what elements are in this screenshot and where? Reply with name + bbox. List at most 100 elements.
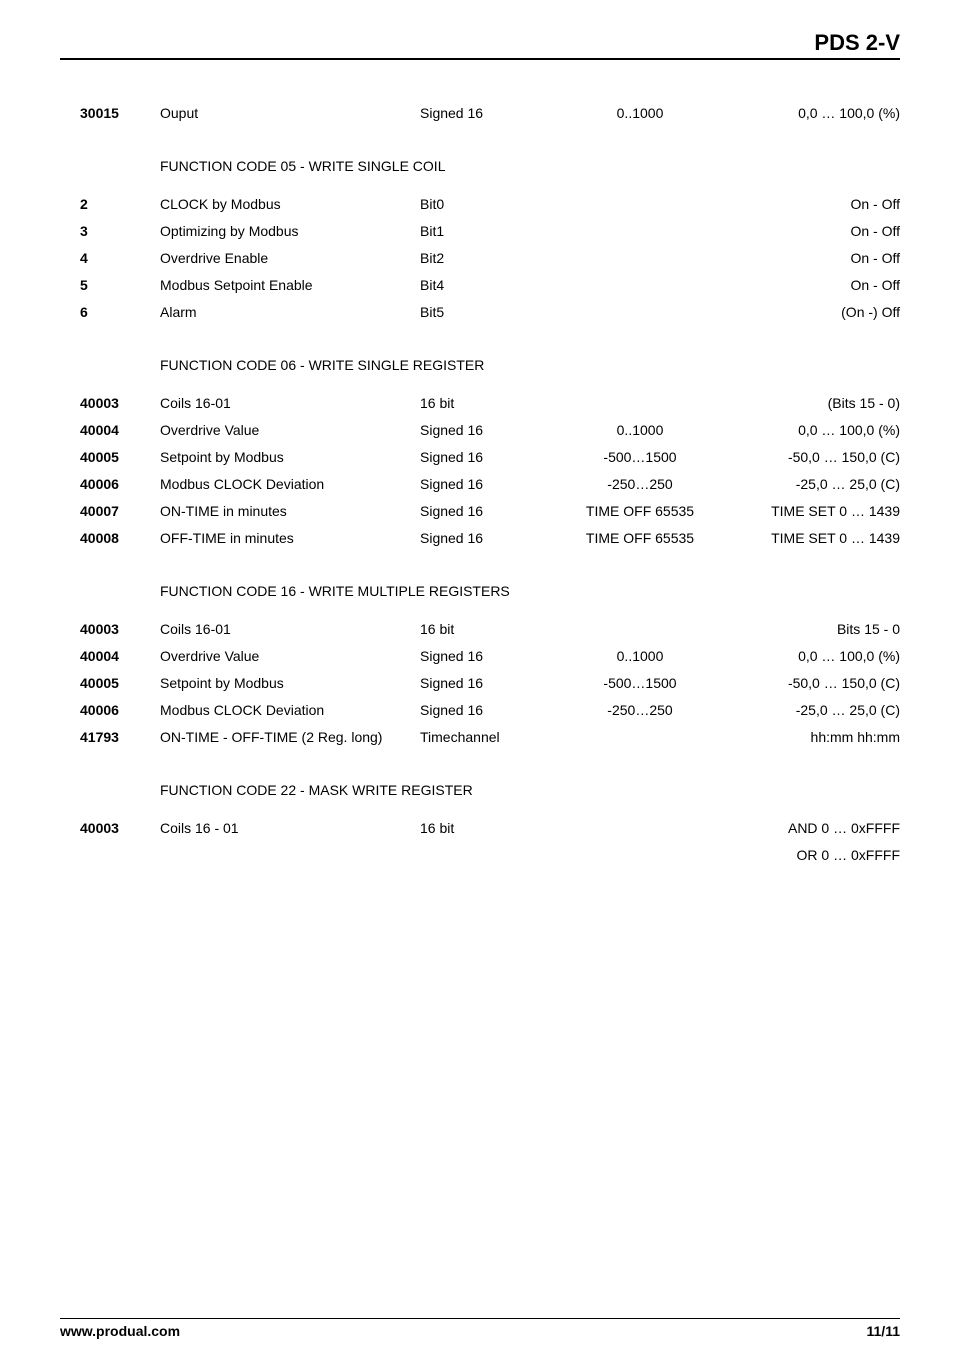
- cell-name: Coils 16 - 01: [160, 818, 420, 839]
- cell-range: [560, 845, 720, 866]
- cell-range: 0..1000: [560, 103, 720, 124]
- cell-range: -250…250: [560, 700, 720, 721]
- cell-address: 40004: [80, 646, 160, 667]
- cell-address: 2: [80, 194, 160, 215]
- table-row: 5Modbus Setpoint EnableBit4On - Off: [80, 272, 900, 299]
- cell-range: [560, 619, 720, 640]
- cell-range: [560, 818, 720, 839]
- cell-address: 40004: [80, 420, 160, 441]
- cell-address: [80, 845, 160, 866]
- table-row: 3Optimizing by ModbusBit1 On - Off: [80, 218, 900, 245]
- table-row: 40006Modbus CLOCK DeviationSigned 16-250…: [80, 471, 900, 498]
- section-header: FUNCTION CODE 22 - MASK WRITE REGISTER: [80, 779, 900, 801]
- cell-address: 40003: [80, 818, 160, 839]
- cell-range: [560, 194, 720, 215]
- cell-address: 4: [80, 248, 160, 269]
- cell-type: Signed 16: [420, 528, 560, 549]
- cell-type: Signed 16: [420, 103, 560, 124]
- cell-range: [560, 727, 720, 748]
- cell-type: Signed 16: [420, 474, 560, 495]
- table-row: 40005Setpoint by ModbusSigned 16-500…150…: [80, 444, 900, 471]
- cell-name: Setpoint by Modbus: [160, 673, 420, 694]
- cell-name: Modbus CLOCK Deviation: [160, 700, 420, 721]
- cell-desc: -50,0 … 150,0 (C): [720, 673, 900, 694]
- cell-name: Alarm: [160, 302, 420, 323]
- cell-range: -500…1500: [560, 447, 720, 468]
- cell-name: Setpoint by Modbus: [160, 447, 420, 468]
- page-footer: www.produal.com 11/11: [60, 1318, 900, 1339]
- content-body: 30015OuputSigned 160..10000,0 … 100,0 (%…: [80, 100, 900, 869]
- table-row: 40007ON-TIME in minutesSigned 16TIME OFF…: [80, 498, 900, 525]
- cell-type: Signed 16: [420, 700, 560, 721]
- table-row: 40006Modbus CLOCK DeviationSigned 16-250…: [80, 697, 900, 724]
- cell-type: Signed 16: [420, 501, 560, 522]
- cell-range: 0..1000: [560, 646, 720, 667]
- document-title: PDS 2-V: [60, 30, 900, 60]
- cell-desc: On - Off: [720, 194, 900, 215]
- cell-address: 40008: [80, 528, 160, 549]
- cell-type: 16 bit: [420, 818, 560, 839]
- cell-type: 16 bit: [420, 619, 560, 640]
- section-header: FUNCTION CODE 16 - WRITE MULTIPLE REGIST…: [80, 580, 900, 602]
- cell-name: Coils 16-01: [160, 619, 420, 640]
- cell-desc: On - Off: [720, 275, 900, 296]
- cell-desc: OR 0 … 0xFFFF: [720, 845, 900, 866]
- table-row: 40008OFF-TIME in minutesSigned 16TIME OF…: [80, 525, 900, 552]
- cell-type: Signed 16: [420, 447, 560, 468]
- cell-address: 30015: [80, 103, 160, 124]
- table-row: 40004Overdrive ValueSigned 160..10000,0 …: [80, 417, 900, 444]
- table-row: 4Overdrive EnableBit2On - Off: [80, 245, 900, 272]
- cell-address: 40003: [80, 393, 160, 414]
- cell-type: Signed 16: [420, 673, 560, 694]
- cell-name: Overdrive Value: [160, 420, 420, 441]
- section-header: FUNCTION CODE 05 - WRITE SINGLE COIL: [80, 155, 900, 177]
- table-row: OR 0 … 0xFFFF: [80, 842, 900, 869]
- cell-range: -250…250: [560, 474, 720, 495]
- cell-address: 40005: [80, 447, 160, 468]
- cell-address: 6: [80, 302, 160, 323]
- table-row: 41793ON-TIME - OFF-TIME (2 Reg. long)Tim…: [80, 724, 900, 751]
- cell-range: [560, 275, 720, 296]
- cell-desc: On - Off: [720, 221, 900, 242]
- cell-type: Bit0: [420, 194, 560, 215]
- table-row: 2CLOCK by ModbusBit0 On - Off: [80, 191, 900, 218]
- cell-address: 3: [80, 221, 160, 242]
- cell-name: Overdrive Enable: [160, 248, 420, 269]
- footer-url: www.produal.com: [60, 1323, 180, 1339]
- cell-range: [560, 302, 720, 323]
- cell-type: Signed 16: [420, 420, 560, 441]
- table-row: 40003Coils 16-0116 bit(Bits 15 - 0): [80, 390, 900, 417]
- cell-name: Modbus Setpoint Enable: [160, 275, 420, 296]
- table-row: 40004Overdrive ValueSigned 160..10000,0 …: [80, 643, 900, 670]
- cell-address: 40005: [80, 673, 160, 694]
- cell-name: Modbus CLOCK Deviation: [160, 474, 420, 495]
- cell-desc: -50,0 … 150,0 (C): [720, 447, 900, 468]
- cell-type: 16 bit: [420, 393, 560, 414]
- table-row: 30015OuputSigned 160..10000,0 … 100,0 (%…: [80, 100, 900, 127]
- cell-desc: 0,0 … 100,0 (%): [720, 420, 900, 441]
- table-row: 40003Coils 16 - 0116 bitAND 0 … 0xFFFF: [80, 815, 900, 842]
- cell-name: Optimizing by Modbus: [160, 221, 420, 242]
- cell-name: Overdrive Value: [160, 646, 420, 667]
- cell-type: Bit2: [420, 248, 560, 269]
- cell-type: Bit5: [420, 302, 560, 323]
- cell-desc: hh:mm hh:mm: [720, 727, 900, 748]
- cell-address: 40007: [80, 501, 160, 522]
- table-row: 40003Coils 16-0116 bitBits 15 - 0: [80, 616, 900, 643]
- cell-address: 40006: [80, 474, 160, 495]
- cell-desc: -25,0 … 25,0 (C): [720, 700, 900, 721]
- cell-range: [560, 221, 720, 242]
- cell-type: Bit4: [420, 275, 560, 296]
- cell-address: 40006: [80, 700, 160, 721]
- cell-range: [560, 393, 720, 414]
- page: PDS 2-V 30015OuputSigned 160..10000,0 … …: [0, 0, 960, 1369]
- cell-type: Bit1: [420, 221, 560, 242]
- cell-name: Coils 16-01: [160, 393, 420, 414]
- cell-name: ON-TIME - OFF-TIME (2 Reg. long): [160, 727, 420, 748]
- cell-name: [160, 845, 420, 866]
- cell-range: TIME OFF 65535: [560, 501, 720, 522]
- cell-address: 40003: [80, 619, 160, 640]
- cell-range: -500…1500: [560, 673, 720, 694]
- table-row: 40005Setpoint by ModbusSigned 16-500…150…: [80, 670, 900, 697]
- cell-name: CLOCK by Modbus: [160, 194, 420, 215]
